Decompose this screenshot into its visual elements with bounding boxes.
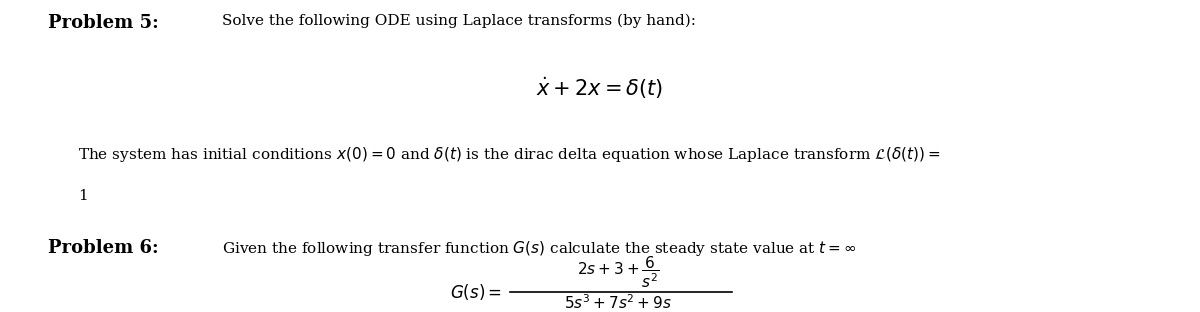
Text: $G(s) =$: $G(s) =$ xyxy=(450,282,502,302)
Text: The system has initial conditions $x(0) = 0$ and $\delta(t)$ is the dirac delta : The system has initial conditions $x(0) … xyxy=(78,145,941,164)
Text: 1: 1 xyxy=(78,189,88,203)
Text: Problem 6:: Problem 6: xyxy=(48,239,158,257)
Text: Solve the following ODE using Laplace transforms (by hand):: Solve the following ODE using Laplace tr… xyxy=(222,14,696,28)
Text: $2s + 3 + \dfrac{6}{s^2}$: $2s + 3 + \dfrac{6}{s^2}$ xyxy=(577,255,659,290)
Text: Problem 5:: Problem 5: xyxy=(48,14,158,32)
Text: Given the following transfer function $G(s)$ calculate the steady state value at: Given the following transfer function $G… xyxy=(222,239,857,258)
Text: $\dot{x} + 2x = \delta(t)$: $\dot{x} + 2x = \delta(t)$ xyxy=(536,75,664,101)
Text: $5s^3 + 7s^2 + 9s$: $5s^3 + 7s^2 + 9s$ xyxy=(564,293,672,312)
